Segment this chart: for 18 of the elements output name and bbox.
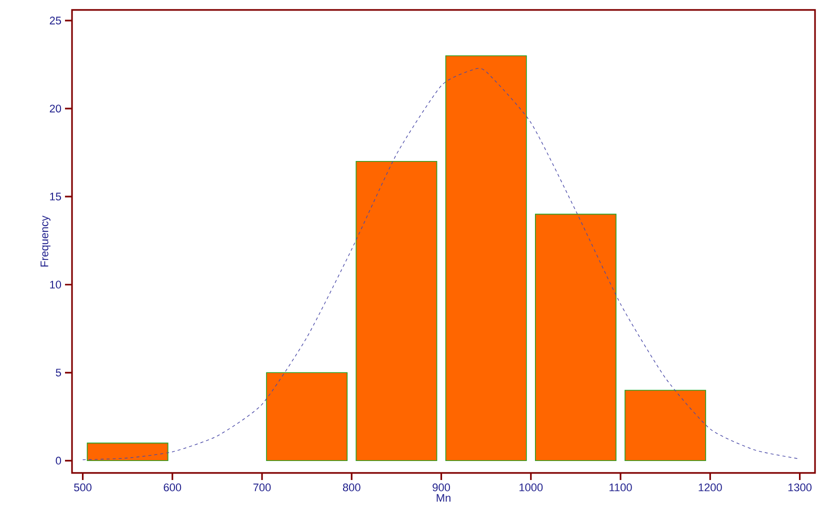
x-tick-label: 1000 <box>520 484 543 492</box>
line-series <box>82 69 800 460</box>
x-tick-label: 600 <box>164 484 182 492</box>
x-axis-title: Mn <box>436 494 450 502</box>
y-axis-title: Frequency <box>40 216 50 266</box>
x-tick-label: 1300 <box>788 484 812 492</box>
x-tick-label: 800 <box>342 484 360 492</box>
x-tick-label: 1200 <box>698 484 722 492</box>
y-tick-label: 25 <box>50 16 62 24</box>
x-tick-label: 700 <box>253 484 271 492</box>
x-tick-label: 900 <box>432 484 450 492</box>
y-tick-label: 5 <box>56 368 62 376</box>
y-tick-label: 0 <box>56 456 62 465</box>
x-tick-label: 500 <box>74 484 92 492</box>
x-tick-label: 1100 <box>610 484 632 492</box>
y-tick-label: 20 <box>50 104 62 112</box>
y-tick-label: 10 <box>50 280 62 288</box>
y-tick-label: 15 <box>50 192 62 200</box>
